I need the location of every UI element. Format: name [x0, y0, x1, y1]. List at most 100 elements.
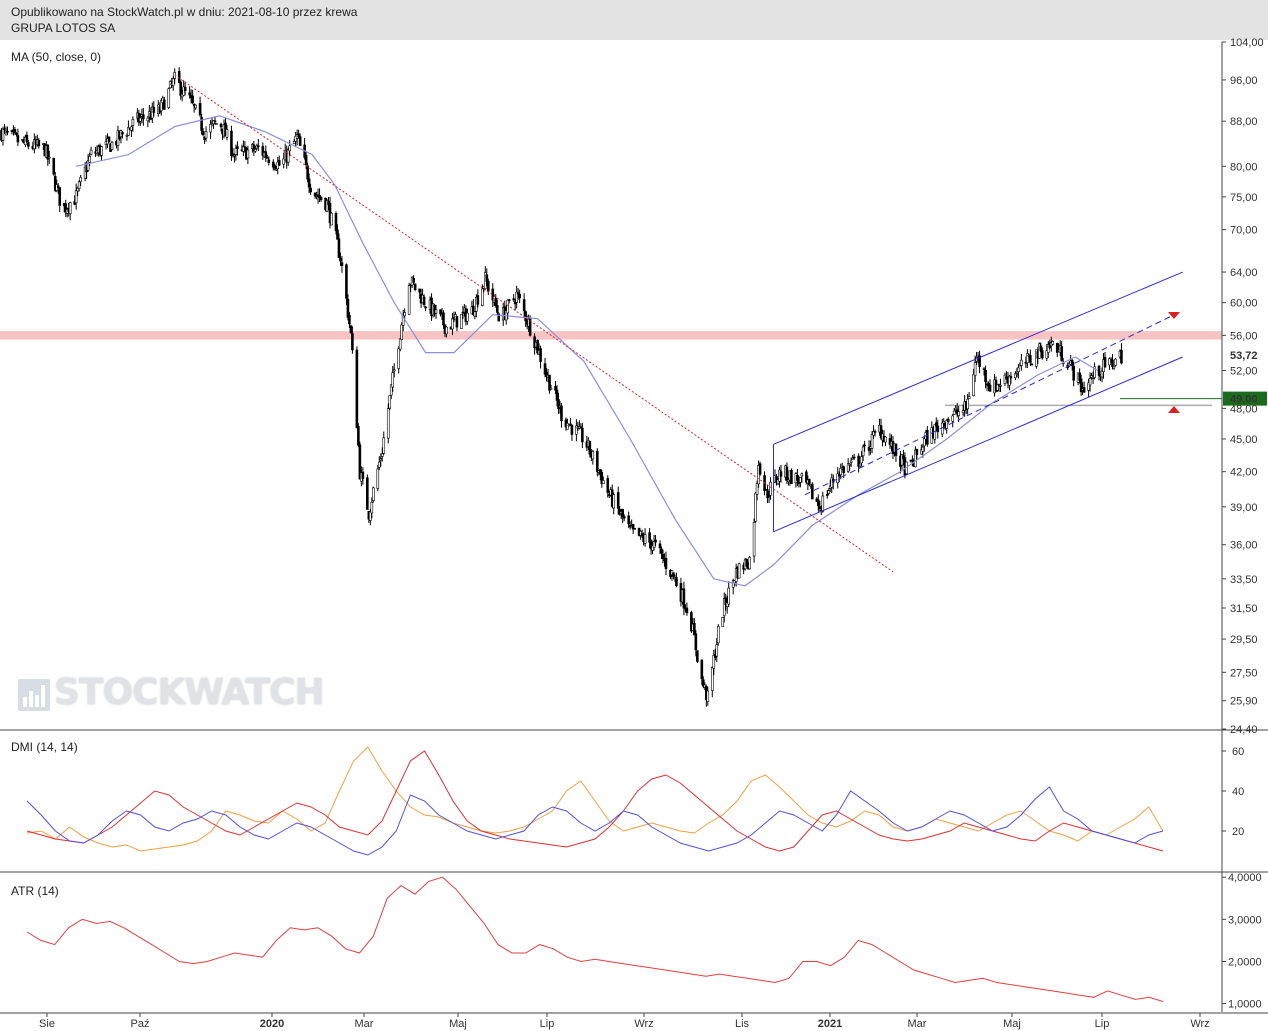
- x-tick-label: 2021: [818, 1018, 842, 1030]
- candle-body: [982, 368, 986, 370]
- candle-body: [745, 558, 748, 567]
- candle-body: [648, 532, 651, 543]
- candle-body: [386, 408, 390, 439]
- support-price-label: 49,00: [1230, 394, 1258, 406]
- candle-body: [254, 149, 257, 152]
- candle-body: [945, 420, 949, 429]
- candle-body: [1108, 358, 1111, 366]
- candle-body: [524, 311, 527, 322]
- bar-chart-icon: [18, 679, 50, 711]
- x-tick-label: Maj: [449, 1018, 467, 1030]
- candle-body: [860, 456, 863, 464]
- candle-body: [495, 305, 499, 313]
- candle-body: [643, 534, 647, 544]
- candle-body: [1009, 376, 1013, 379]
- candle-body: [769, 481, 772, 496]
- candle-body: [127, 127, 130, 136]
- candle-body: [672, 572, 675, 577]
- candle-body: [6, 131, 9, 133]
- candle-body: [336, 229, 339, 240]
- candle-body: [988, 384, 992, 392]
- candle-body: [146, 117, 150, 122]
- resistance-zone: [0, 331, 1222, 340]
- candle-body: [68, 202, 72, 214]
- ma-indicator-label: MA (50, close, 0): [11, 50, 101, 64]
- candle-body: [951, 415, 955, 422]
- candle-body: [596, 450, 599, 472]
- candle-body: [401, 315, 405, 326]
- candle-body: [434, 309, 438, 314]
- candle-body: [1088, 377, 1092, 386]
- candle-body: [506, 299, 510, 314]
- candle-body: [191, 95, 194, 103]
- downtrend-line: [174, 74, 894, 573]
- candle-body: [152, 106, 156, 113]
- candle-body: [936, 425, 940, 433]
- candle-body: [171, 78, 175, 86]
- candle-body: [194, 104, 197, 109]
- instrument-name: GRUPA LOTOS SA: [11, 21, 116, 35]
- candle-body: [486, 280, 490, 292]
- candle-body: [858, 463, 862, 467]
- candle-body: [1103, 356, 1107, 368]
- atr-indicator-label: ATR (14): [11, 884, 59, 898]
- candle-body: [1093, 366, 1096, 378]
- candle-body: [292, 141, 296, 145]
- candle-body: [257, 145, 260, 148]
- y-tick-label: 39,00: [1230, 502, 1258, 514]
- candle-body: [1060, 346, 1064, 362]
- candle-body: [570, 424, 574, 435]
- candle-body: [712, 655, 716, 669]
- candle-body: [800, 473, 804, 477]
- candle-body: [946, 418, 950, 422]
- candle-body: [601, 480, 605, 485]
- candle-body: [660, 548, 663, 554]
- candle-body: [1120, 349, 1123, 364]
- candle-body: [737, 563, 741, 579]
- candle-body: [633, 527, 636, 530]
- candle-body: [1051, 341, 1055, 345]
- candle-body: [839, 467, 843, 475]
- candle-body: [391, 372, 395, 388]
- candle-body: [355, 349, 359, 429]
- candle-body: [58, 187, 62, 206]
- candle-body: [560, 405, 563, 422]
- candle-body: [309, 187, 312, 193]
- candle-body: [445, 326, 448, 335]
- candle-body: [752, 522, 756, 557]
- candle-body: [274, 168, 278, 171]
- candle-body: [288, 145, 291, 152]
- candle-body: [661, 553, 665, 560]
- candle-body: [861, 446, 865, 457]
- x-tick-label: Lip: [540, 1018, 555, 1030]
- candle-body: [612, 494, 616, 509]
- candle-body: [1039, 345, 1043, 352]
- candle-body: [1097, 365, 1101, 376]
- candle-body: [370, 502, 374, 514]
- candle-body: [967, 396, 971, 400]
- candle-body: [984, 370, 987, 383]
- candle-body: [88, 155, 91, 163]
- candle-body: [460, 314, 463, 329]
- y-tick-label: 27,50: [1230, 667, 1258, 679]
- y-tick-label: 64,00: [1230, 267, 1258, 279]
- candle-body: [398, 338, 402, 350]
- candle-body: [588, 441, 592, 455]
- candle-body: [400, 324, 403, 341]
- candle-body: [330, 212, 333, 226]
- candle-body: [799, 477, 802, 483]
- candle-body: [361, 471, 365, 479]
- candle-body: [1, 128, 5, 141]
- candle-body: [700, 659, 704, 680]
- sell-marker-icon: [1168, 312, 1180, 319]
- y-tick-label: 48,00: [1230, 403, 1258, 415]
- candle-body: [15, 132, 18, 135]
- candle-body: [497, 313, 501, 322]
- candle-body: [318, 194, 321, 198]
- support-price-label-bg: [1223, 391, 1267, 406]
- candle-body: [47, 156, 51, 159]
- candle-body: [131, 119, 135, 126]
- candle-body: [767, 495, 771, 498]
- candle-body: [1015, 373, 1019, 376]
